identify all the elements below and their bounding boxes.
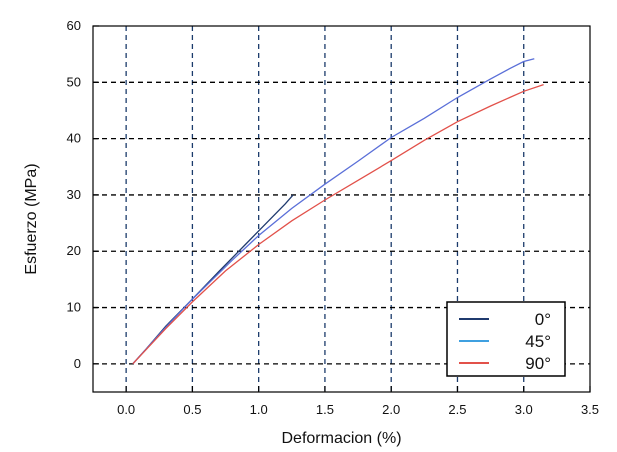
x-tick-label: 2.0 — [382, 402, 400, 417]
y-tick-label: 50 — [67, 74, 81, 89]
y-tick-label: 0 — [74, 356, 81, 371]
y-tick-label: 40 — [67, 131, 81, 146]
y-tick-label: 20 — [67, 243, 81, 258]
legend-label-0: 0° — [535, 310, 551, 329]
tick-labels: 0.0 0.5 1.0 1.5 2.0 2.5 3.0 3.5 0 10 20 30 40 50 60 — [67, 18, 600, 417]
legend: 0° 45° 90° — [446, 301, 566, 377]
y-tick-label: 60 — [67, 18, 81, 33]
x-tick-label: 0.0 — [117, 402, 135, 417]
x-tick-label: 2.5 — [448, 402, 466, 417]
legend-label-2: 90° — [525, 354, 551, 373]
legend-label-1: 45° — [525, 332, 551, 351]
grid — [93, 26, 590, 392]
y-tick-label: 10 — [67, 300, 81, 315]
y-tick-label: 30 — [67, 187, 81, 202]
series-line-1 — [132, 58, 535, 365]
series-lines — [132, 58, 544, 365]
x-tick-label: 3.0 — [515, 402, 533, 417]
x-tick-label: 0.5 — [183, 402, 201, 417]
x-tick-label: 1.5 — [316, 402, 334, 417]
axis-ticks — [93, 25, 591, 392]
x-tick-label: 3.5 — [581, 402, 599, 417]
y-axis-title: Esfuerzo (MPa) — [23, 163, 40, 274]
x-axis-title: Deformacion (%) — [281, 430, 401, 447]
x-tick-label: 1.0 — [250, 402, 268, 417]
series-line-2 — [132, 83, 544, 365]
plot-frame — [92, 25, 591, 393]
